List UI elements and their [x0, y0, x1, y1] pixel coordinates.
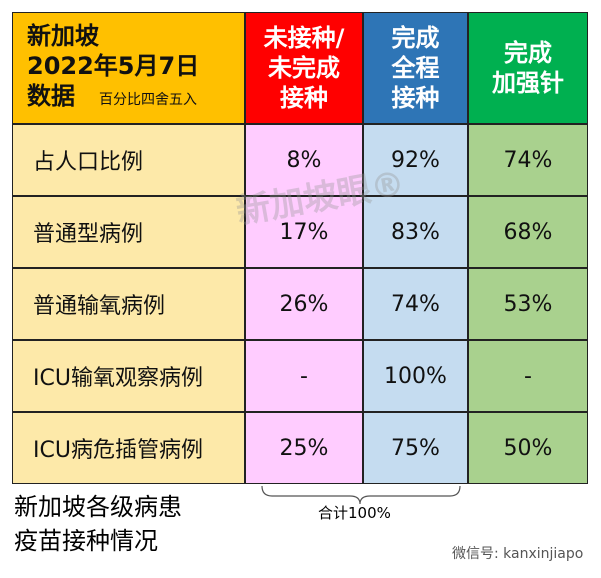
table-cell: 25%	[245, 412, 363, 484]
table-cell: 75%	[363, 412, 468, 484]
column-header-line: 未完成	[268, 54, 340, 82]
column-header: 完成 加强针	[468, 12, 588, 124]
table-cell: 74%	[468, 124, 588, 196]
row-label: 普通型病例	[12, 196, 245, 268]
column-header-line: 未接种/	[263, 24, 345, 52]
header-title-text: 数据	[27, 82, 75, 110]
row-label: 普通输氧病例	[12, 268, 245, 340]
row-label: ICU输氧观察病例	[12, 340, 245, 412]
column-header-line: 完成	[391, 24, 440, 52]
column-header-line: 全程	[391, 54, 440, 82]
column-header: 未接种/未完成 接种	[245, 12, 363, 124]
header-title-line: 2022年5月7日	[27, 52, 200, 80]
caption: 新加坡各级病患 疫苗接种情况	[14, 490, 182, 558]
header-note: 百分比四舍五入	[99, 92, 197, 108]
table-cell: 83%	[363, 196, 468, 268]
table-cell: -	[468, 340, 588, 412]
table-cell: 17%	[245, 196, 363, 268]
column-header-line: 接种	[280, 84, 328, 112]
row-label: 占人口比例	[12, 124, 245, 196]
caption-line: 新加坡各级病患	[14, 493, 182, 521]
table-cell: 50%	[468, 412, 588, 484]
footer: 微信号: kanxinjiapo	[452, 546, 584, 562]
column-header-line: 接种	[391, 84, 440, 112]
column-header: 完成 全程 接种	[363, 12, 468, 124]
column-header-line: 完成	[504, 39, 552, 67]
table-cell: 68%	[468, 196, 588, 268]
table-cell: 26%	[245, 268, 363, 340]
table-cell: 74%	[363, 268, 468, 340]
header-title-line: 新加坡	[27, 22, 99, 50]
brace-path	[261, 485, 461, 505]
table-cell: 100%	[363, 340, 468, 412]
header-title-line: 数据 百分比四舍五入	[27, 81, 197, 115]
row-label: ICU病危插管病例	[12, 412, 245, 484]
table-cell: 8%	[245, 124, 363, 196]
column-header-line: 加强针	[492, 69, 564, 97]
header-cell: 新加坡 2022年5月7日 数据 百分比四舍五入	[12, 12, 245, 124]
table-cell: 92%	[363, 124, 468, 196]
caption-line: 疫苗接种情况	[14, 527, 158, 555]
table-cell: 53%	[468, 268, 588, 340]
brace-label: 合计100%	[318, 504, 391, 522]
table-cell: -	[245, 340, 363, 412]
